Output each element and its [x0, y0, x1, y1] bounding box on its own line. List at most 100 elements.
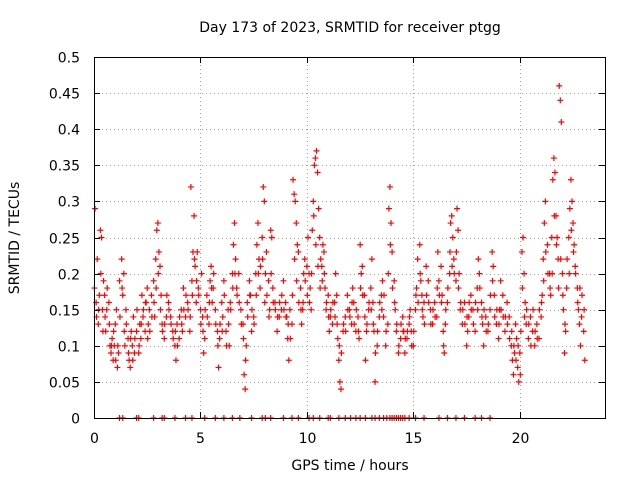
- data-point: [568, 227, 575, 234]
- data-point: [542, 198, 549, 205]
- data-point: [440, 342, 447, 349]
- data-point: [234, 292, 241, 299]
- data-point: [566, 270, 573, 277]
- data-point: [519, 285, 526, 292]
- data-point: [212, 306, 219, 313]
- data-point: [220, 277, 227, 284]
- data-point: [118, 256, 125, 263]
- data-point: [579, 292, 586, 299]
- data-point: [315, 205, 322, 212]
- y-tick-label: 0.4: [58, 123, 80, 139]
- data-point: [521, 270, 528, 277]
- data-point: [349, 299, 356, 306]
- data-point: [434, 248, 441, 255]
- data-point: [472, 299, 479, 306]
- data-point: [540, 256, 547, 263]
- data-point: [479, 321, 486, 328]
- data-point: [338, 350, 345, 357]
- data-point: [317, 256, 324, 263]
- data-point: [570, 248, 577, 255]
- data-point: [259, 234, 266, 241]
- data-point: [280, 277, 287, 284]
- data-point: [378, 306, 385, 313]
- data-point: [452, 277, 459, 284]
- data-point: [295, 248, 302, 255]
- data-point: [163, 292, 170, 299]
- data-point: [112, 357, 119, 364]
- data-point: [310, 212, 317, 219]
- data-point: [457, 299, 464, 306]
- data-point: [421, 321, 428, 328]
- data-point: [480, 342, 487, 349]
- data-point: [94, 256, 101, 263]
- data-point: [240, 335, 247, 342]
- data-point: [172, 328, 179, 335]
- data-point: [153, 227, 160, 234]
- data-point: [489, 277, 496, 284]
- data-point: [129, 342, 136, 349]
- data-point: [246, 277, 253, 284]
- data-point: [254, 220, 261, 227]
- data-point: [580, 328, 587, 335]
- data-point: [557, 256, 564, 263]
- data-point: [431, 299, 438, 306]
- data-point: [461, 321, 468, 328]
- data-point: [423, 263, 430, 270]
- data-point: [236, 299, 243, 306]
- data-point: [260, 183, 267, 190]
- data-point: [176, 313, 183, 320]
- data-point: [470, 321, 477, 328]
- data-point: [376, 299, 383, 306]
- data-point: [576, 321, 583, 328]
- data-point: [165, 306, 172, 313]
- data-point: [100, 277, 107, 284]
- data-point: [311, 162, 318, 169]
- data-point: [257, 263, 264, 270]
- data-point: [105, 299, 112, 306]
- data-point: [441, 350, 448, 357]
- data-point: [261, 198, 268, 205]
- data-point: [230, 241, 237, 248]
- data-point: [242, 386, 249, 393]
- data-point: [263, 292, 270, 299]
- data-point: [244, 313, 251, 320]
- data-point: [407, 306, 414, 313]
- data-point: [208, 285, 215, 292]
- data-point: [530, 306, 537, 313]
- data-point: [554, 234, 561, 241]
- data-point: [564, 256, 571, 263]
- data-point: [121, 342, 128, 349]
- data-point: [121, 328, 128, 335]
- data-point: [108, 350, 115, 357]
- data-point: [556, 82, 563, 89]
- data-point: [137, 335, 144, 342]
- data-point: [357, 241, 364, 248]
- data-point: [193, 299, 200, 306]
- data-point: [185, 306, 192, 313]
- data-point: [382, 342, 389, 349]
- data-point: [217, 321, 224, 328]
- data-point: [336, 342, 343, 349]
- data-point: [334, 321, 341, 328]
- data-point: [525, 335, 532, 342]
- data-point: [241, 371, 248, 378]
- data-point: [291, 256, 298, 263]
- data-point: [191, 212, 198, 219]
- data-point: [448, 212, 455, 219]
- data-point: [357, 285, 364, 292]
- data-point: [155, 248, 162, 255]
- data-point: [293, 277, 300, 284]
- data-point: [495, 335, 502, 342]
- data-point: [337, 386, 344, 393]
- data-point: [257, 285, 264, 292]
- data-point: [193, 277, 200, 284]
- data-point: [363, 328, 370, 335]
- data-point: [307, 285, 314, 292]
- data-point: [444, 299, 451, 306]
- data-point: [92, 205, 99, 212]
- data-point: [362, 357, 369, 364]
- data-point: [416, 241, 423, 248]
- data-point: [103, 306, 110, 313]
- y-tick-label: 0.1: [58, 340, 80, 356]
- data-point: [98, 234, 105, 241]
